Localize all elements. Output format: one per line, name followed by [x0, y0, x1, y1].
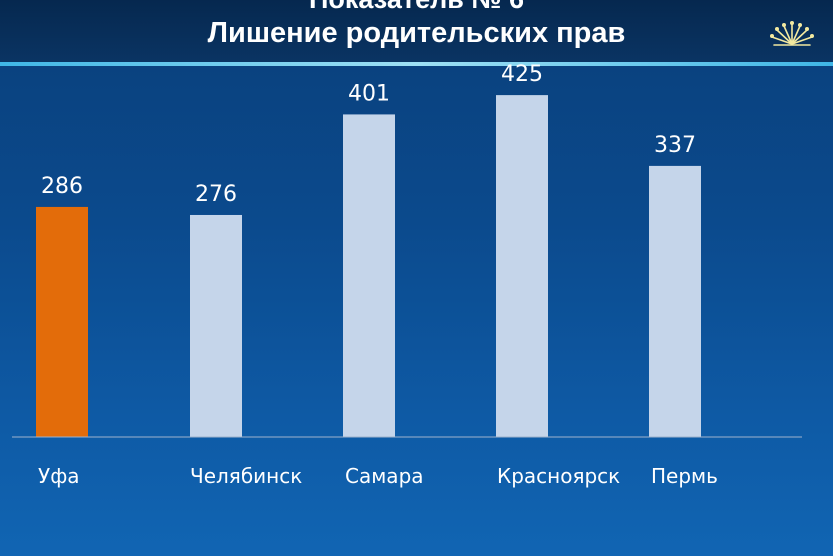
category-label: Пермь — [651, 464, 718, 488]
value-label: 276 — [195, 182, 237, 207]
slide-title: Лишение родительских прав — [207, 17, 626, 49]
value-labels-group: 286 276 401 425 337 — [41, 62, 696, 207]
category-label: Красноярск — [497, 464, 620, 488]
slide-title-indicator: Показатель № 6 — [0, 0, 833, 15]
value-label: 337 — [654, 133, 696, 158]
category-label: Челябинск — [190, 464, 302, 488]
kurai-flower-logo-icon — [770, 21, 814, 46]
value-label: 401 — [348, 81, 390, 106]
category-labels-group: Уфа Челябинск Самара Красноярск Пермь — [38, 464, 718, 488]
bar-2 — [190, 214, 242, 437]
bar-5 — [649, 165, 701, 437]
category-label: Уфа — [38, 464, 80, 488]
bar-4 — [496, 95, 548, 437]
value-label: 286 — [41, 174, 83, 199]
value-label: 425 — [501, 62, 543, 87]
category-label: Самара — [345, 464, 424, 488]
bar-3 — [343, 114, 395, 437]
header-divider — [0, 62, 833, 66]
slide-header: Показатель № 6 Лишение родительских прав — [0, 0, 833, 62]
bar-1 — [36, 206, 88, 437]
bars-group — [36, 95, 701, 437]
